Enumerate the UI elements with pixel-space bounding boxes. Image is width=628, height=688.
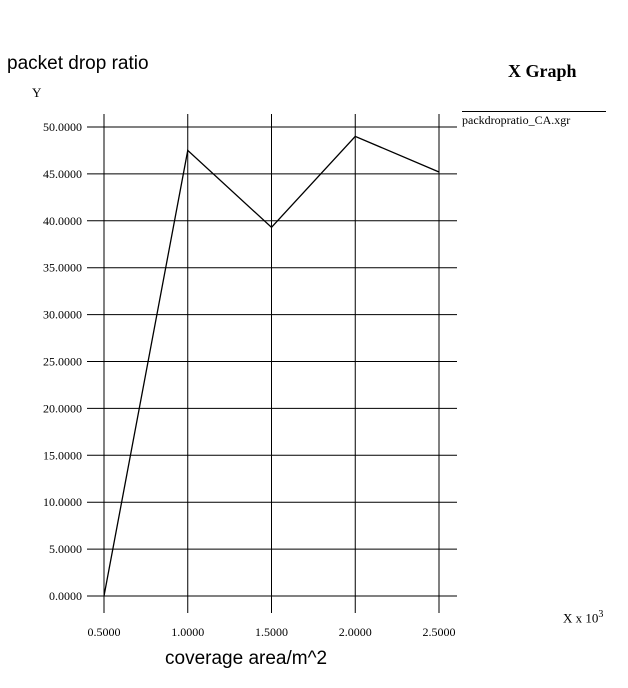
y-tick-label: 10.0000: [43, 495, 82, 509]
y-tick-label: 45.0000: [43, 167, 82, 181]
y-tick-label: 15.0000: [43, 448, 82, 462]
legend: packdropratio_CA.xgr: [462, 111, 606, 128]
y-tick-label: 40.0000: [43, 214, 82, 228]
data-point: [270, 226, 273, 228]
x-scale-label: X x 103: [563, 609, 603, 626]
window-title: X Graph: [508, 61, 577, 81]
x-tick-label: 2.0000: [339, 625, 372, 639]
y-axis-label: Y: [32, 85, 42, 100]
data-point: [354, 135, 356, 137]
x-scale-exponent: 3: [598, 609, 604, 620]
x-scale-text: X x 10: [563, 610, 599, 626]
x-tick-label: 1.5000: [255, 625, 288, 639]
legend-entry[interactable]: packdropratio_CA.xgr: [462, 113, 571, 127]
chart-title: packet drop ratio: [7, 53, 149, 74]
y-tick-label: 25.0000: [43, 355, 82, 369]
x-tick-label: 2.5000: [423, 625, 456, 639]
y-tick-label: 0.0000: [49, 589, 82, 603]
y-tick-label: 50.0000: [43, 120, 82, 134]
data-point: [103, 595, 105, 597]
y-tick-label: 35.0000: [43, 261, 82, 275]
y-tick-label: 20.0000: [43, 401, 82, 415]
x-axis-label: coverage area/m^2: [165, 648, 328, 669]
x-tick-label: 1.0000: [171, 625, 204, 639]
data-point: [438, 171, 440, 173]
data-point: [187, 149, 189, 152]
x-tick-label: 0.5000: [88, 625, 121, 639]
y-tick-label: 30.0000: [43, 308, 82, 322]
y-tick-label: 5.0000: [49, 542, 82, 556]
